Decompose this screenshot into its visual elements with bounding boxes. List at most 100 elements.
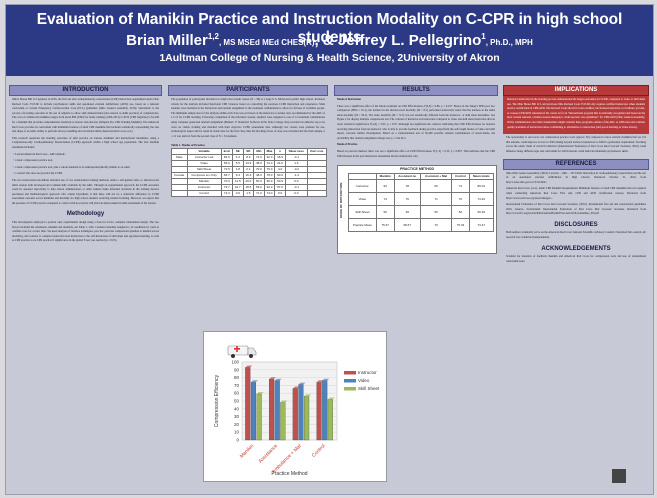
chart-bar bbox=[274, 380, 280, 441]
acknowledgements-text: Scientist for donation of feedback manik… bbox=[506, 255, 646, 263]
author-2-credentials: , Ph.D., MPH bbox=[485, 38, 533, 47]
table1-body: Male Instructor Led 84.6 4.4 8.9 74.0 92.0 18.0… bbox=[171, 153, 328, 197]
practice-table-header: Assistant + Mat bbox=[419, 173, 453, 181]
practice-table-cell: Video bbox=[348, 192, 377, 207]
chart-x-tick-label: Manikin bbox=[239, 443, 256, 460]
table1-row: Skill Sheet 72.5 1.8 2.1 70.0 76.0 4.0 -0.2 bbox=[171, 165, 328, 173]
chart-bar bbox=[280, 402, 286, 441]
practice-table-cell: 66.39 bbox=[468, 205, 495, 220]
table1-row: Female Compress ion Only 66.7 9.4 16.3 48.0 78… bbox=[171, 171, 328, 179]
chart-legend-label: Skill Sheet bbox=[358, 386, 380, 391]
practice-table-cell: 56 bbox=[419, 205, 453, 220]
practice-table-cell: Skill Sheet bbox=[348, 205, 377, 220]
chart-bar bbox=[316, 382, 322, 441]
chart-legend-label: Instructor bbox=[358, 370, 377, 375]
practice-table-cell: 48 bbox=[393, 205, 421, 220]
table1-row: Manikin 70.0 11.5 20.0 50.0 90.0 60.0 0.0 bbox=[171, 177, 328, 185]
chart-y-axis-label: Compression Efficiency bbox=[214, 374, 220, 427]
practice-table-body: Instructor 93 78 66 74 80.04 Video 74 76 71 76 74.2… bbox=[348, 179, 495, 233]
table1-row: Control 72.3 0.9 1.5 71.0 74.0 9.0 0.0 bbox=[171, 189, 328, 197]
chart-y-tick-label: 20 bbox=[234, 422, 240, 427]
author-2-sup: 1 bbox=[481, 32, 486, 41]
chart-legend-label: Video bbox=[358, 378, 370, 383]
table1-cell: 72.3 bbox=[220, 189, 234, 197]
chart-x-tick-label: Assistance bbox=[258, 443, 279, 464]
practice-table-cell: 75.33 bbox=[451, 218, 470, 233]
results-text: Mode of Instruction There was a signific… bbox=[337, 98, 495, 158]
table1-row: Male Instructor Led 84.6 4.4 8.9 74.0 92.0 18.0… bbox=[171, 153, 328, 161]
practice-table-row: Skill Sheet 59 48 56 52 66.39 bbox=[348, 205, 495, 220]
practice-table-cell: 52 bbox=[451, 205, 470, 220]
practice-table-cell: Instructor bbox=[348, 179, 377, 194]
chart-bar-top bbox=[304, 394, 312, 397]
disclosures-text: Both authors voluntarily serve on the Am… bbox=[506, 231, 646, 240]
chart-bar bbox=[298, 384, 304, 441]
participants-header: PARTICIPANTS bbox=[168, 85, 328, 96]
table1-cell: Compress ion Only bbox=[186, 171, 222, 179]
mode-of-instruction-subhead: Mode of Instruction bbox=[337, 98, 361, 101]
chart-bar-top bbox=[251, 380, 258, 383]
column-participants: PARTICIPANTS The population of participa… bbox=[168, 85, 328, 197]
practice-table-cell: 76 bbox=[451, 192, 470, 207]
chart-legend-swatch bbox=[344, 387, 356, 391]
practice-table: Manikin Assistant no Assistant + Mat Con… bbox=[348, 173, 495, 233]
column-introduction: INTRODUCTION Ohio's House Bill 113 updat… bbox=[9, 85, 162, 248]
chart-bar-top bbox=[280, 400, 288, 403]
bar-chart: 0 10 20 30 40 50 60 70 80 90 100 Compression Effici… bbox=[214, 360, 380, 478]
implications-extra-text: The opportunity to use lower cost compre… bbox=[506, 136, 646, 153]
practice-table-cell: 68.67 bbox=[393, 218, 421, 233]
practice-table-cell: 74.26 bbox=[468, 192, 495, 207]
chart-legend-swatch bbox=[344, 371, 356, 375]
practice-table-cell: Practice Mean bbox=[348, 218, 377, 233]
table1-caption: Table 1. Modes of Practice bbox=[171, 143, 205, 148]
introduction-header: INTRODUCTION bbox=[9, 85, 162, 96]
chart-y-tick-label: 50 bbox=[234, 399, 240, 404]
table1-cell: 71.0 bbox=[253, 189, 265, 197]
chart-bar bbox=[256, 393, 262, 441]
column-results: RESULTS Mode of Instruction There was a … bbox=[334, 85, 498, 256]
practice-table-cell: 76 bbox=[393, 192, 421, 207]
table1-header-row: Variable Instr SE SD Min Max n Skew ness… bbox=[171, 147, 328, 155]
table1-cell: 9.0 bbox=[274, 189, 286, 197]
practice-table-cell: 66 bbox=[419, 179, 453, 194]
chart-bar bbox=[269, 379, 275, 441]
author-2: Jeffrey L. Pellegrino bbox=[337, 32, 482, 49]
chart-legend-swatch bbox=[344, 379, 356, 383]
mode-of-practice-subhead: Mode of Practice bbox=[337, 143, 358, 147]
practice-table-cell: 75.67 bbox=[375, 218, 395, 233]
methodology-text: This investigation employed a posttest o… bbox=[12, 221, 159, 243]
chart-y-tick-label: 30 bbox=[234, 414, 240, 419]
practice-table-row: Instructor 93 78 66 74 80.04 bbox=[348, 179, 495, 194]
chart-bar bbox=[322, 380, 328, 441]
practice-table-title: PRACTICE METHOD bbox=[399, 167, 435, 172]
author-1-credentials: , MS MSEd MEd CHES(R) bbox=[218, 38, 315, 47]
practice-table-cell: 74 bbox=[375, 192, 395, 207]
practice-table-row: Practice Mean 75.67 68.67 70 75.33 73.47 bbox=[348, 218, 495, 233]
chart-bar-top bbox=[269, 377, 276, 380]
practice-table-cell: 73.47 bbox=[468, 218, 495, 233]
table1-cell bbox=[306, 189, 328, 197]
practice-table-cell: 78 bbox=[393, 179, 421, 194]
table1: Variable Instr SE SD Min Max n Skew ness… bbox=[171, 147, 328, 197]
chart-bar bbox=[250, 382, 256, 441]
introduction-text: Ohio's House Bill 113 updated, in 2016, … bbox=[12, 98, 159, 205]
practice-table-cell: 70 bbox=[419, 218, 453, 233]
acknowledgements-header: ACKNOWLEDGEMENTS bbox=[541, 245, 611, 252]
practice-table-cell: 59 bbox=[375, 205, 395, 220]
participants-text: The population of participants included … bbox=[171, 98, 325, 138]
practice-table-cell: 74 bbox=[451, 179, 470, 194]
table1-cell: 1.5 bbox=[242, 189, 255, 197]
practice-table-row-group-label: MODE OF INSTRUCTION bbox=[339, 182, 343, 219]
chart-bar-top bbox=[298, 382, 306, 385]
chart-bar bbox=[245, 367, 251, 441]
table1-cell: 74.0 bbox=[263, 189, 276, 197]
chart-x-axis-label: Practice Method bbox=[271, 471, 307, 477]
table1-cell: Control bbox=[186, 189, 222, 197]
chart-bar-top bbox=[292, 386, 300, 389]
chart-bar bbox=[292, 388, 298, 441]
chart-y-tick-label: 10 bbox=[234, 430, 240, 435]
references-text: Ohio Ohio General Assembly. (2016). Lawr… bbox=[506, 171, 646, 216]
poster-affiliation: 1Aultman College of Nursing & Health Sci… bbox=[159, 52, 500, 64]
poster-title: Evaluation of Manikin Practice and Instr… bbox=[36, 11, 623, 46]
implications-text: Instructor instruction in the learning p… bbox=[503, 96, 649, 135]
